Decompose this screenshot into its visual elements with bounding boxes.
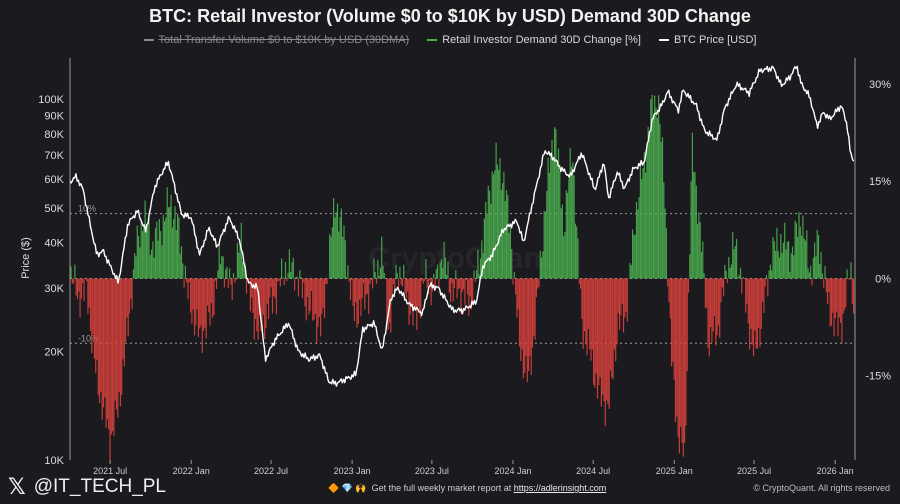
legend-label-transfer-volume: Total Transfer Volume $0 to $10K by USD …: [158, 34, 410, 46]
x-tick-label: 2023 Jan: [334, 466, 371, 474]
y-left-tick-label: 100K: [38, 94, 64, 106]
watermark: CryptoQuant: [368, 242, 551, 275]
y-left-tick-label: 70K: [44, 150, 64, 162]
promo-icons: 🔶 💎 🙌: [328, 483, 367, 493]
legend-label-btc-price: BTC Price [USD]: [673, 34, 757, 46]
author-handle[interactable]: 𝕏 @IT_TECH_PL: [8, 474, 166, 500]
author-handle-text: @IT_TECH_PL: [33, 476, 167, 497]
y-left-tick-label: 20K: [44, 346, 64, 358]
x-tick-label: 2022 Jul: [254, 466, 288, 474]
legend-swatch-btc-price: [658, 39, 669, 41]
y-left-tick-label: 80K: [44, 129, 64, 141]
x-tick-label: 2026 Jan: [817, 466, 854, 474]
promo-text: Get the full weekly market report at: [371, 483, 512, 493]
y-left-tick-label: 90K: [44, 111, 64, 123]
y-right-tick-label: 15%: [869, 176, 891, 188]
legend-item-transfer-volume[interactable]: Total Transfer Volume $0 to $10K by USD …: [143, 34, 410, 46]
btc-price-series: [69, 65, 855, 387]
x-logo-icon: 𝕏: [8, 474, 26, 499]
legend-swatch-retail-demand: [427, 39, 438, 41]
y-left-tick-label: 60K: [44, 174, 64, 186]
footer-copyright: © CryptoQuant. All rights reserved: [753, 483, 890, 493]
y-right-tick-label: -15%: [865, 371, 891, 383]
x-tick-label: 2024 Jul: [576, 466, 610, 474]
retail-demand-series: [70, 94, 855, 462]
x-tick-label: 2025 Jan: [656, 466, 693, 474]
btc-price-line: [69, 65, 855, 387]
chart-title: BTC: Retail Investor (Volume $0 to $10K …: [149, 6, 751, 26]
legend-label-retail-demand: Retail Investor Demand 30D Change [%]: [442, 34, 641, 46]
y-left-tick-label: 10K: [44, 455, 64, 467]
y-right-tick-label: 30%: [869, 79, 891, 91]
x-tick-label: 2022 Jan: [173, 466, 210, 474]
chart-area: CryptoQuant 10%-10% 10K20K30K40K50K60K70…: [20, 58, 891, 474]
y-left-tick-label: 30K: [44, 283, 64, 295]
footer-promo: 🔶 💎 🙌 Get the full weekly market report …: [328, 483, 606, 494]
legend: Total Transfer Volume $0 to $10K by USD …: [0, 34, 900, 46]
x-tick-label: 2024 Jan: [494, 466, 531, 474]
x-tick-label: 2025 Jul: [737, 466, 771, 474]
y-left-tick-label: 40K: [44, 238, 64, 250]
y-axis-label-left: Price ($): [20, 237, 32, 279]
y-right-tick-label: 0%: [875, 273, 891, 285]
legend-item-btc-price[interactable]: BTC Price [USD]: [658, 34, 757, 46]
legend-item-retail-demand[interactable]: Retail Investor Demand 30D Change [%]: [427, 34, 641, 46]
promo-link[interactable]: https://adlerinsight.com: [513, 483, 607, 493]
reference-line-label: -10%: [78, 333, 99, 343]
x-tick-label: 2023 Jul: [415, 466, 449, 474]
legend-swatch-transfer-volume: [143, 39, 154, 41]
x-tick-label: 2021 Jul: [93, 466, 127, 474]
y-left-tick-label: 50K: [44, 203, 64, 215]
